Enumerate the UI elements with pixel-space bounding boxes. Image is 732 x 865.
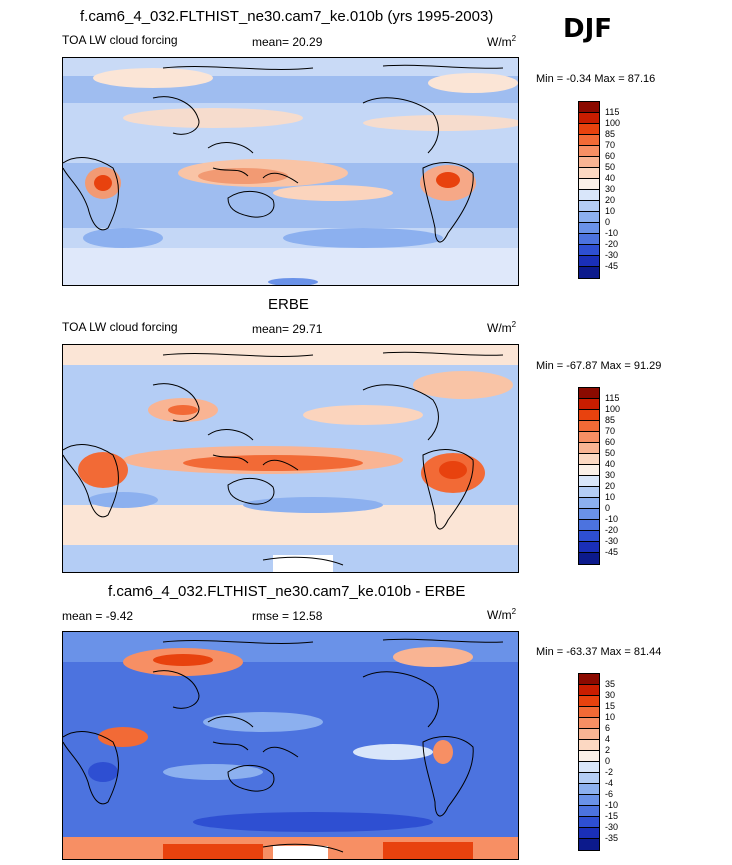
colorbar-tick: 10 xyxy=(605,206,616,216)
panel3-minmax: Min = -63.37 Max = 81.44 xyxy=(536,646,662,658)
colorbar-tick: 0 xyxy=(605,503,611,513)
colorbar-tick: 20 xyxy=(605,195,616,205)
colorbar-tick: 40 xyxy=(605,459,616,469)
panel2-colorbar xyxy=(578,387,600,565)
panel1-units: W/m2 xyxy=(487,34,517,49)
panel3-rmse-label: rmse = 12.58 xyxy=(252,609,323,623)
colorbar-tick: 10 xyxy=(605,492,616,502)
panel3-title: f.cam6_4_032.FLTHIST_ne30.cam7_ke.010b -… xyxy=(108,583,466,600)
colorbar-tick: -20 xyxy=(605,239,619,249)
panel1-colorbar xyxy=(578,101,600,279)
panel2-title: ERBE xyxy=(268,296,309,313)
colorbar-tick: 40 xyxy=(605,173,616,183)
panel1-map xyxy=(62,57,519,286)
colorbar-tick: 4 xyxy=(605,734,611,744)
panel1-mean-label: mean= 20.29 xyxy=(252,35,323,49)
colorbar-tick: -2 xyxy=(605,767,614,777)
colorbar-tick: -10 xyxy=(605,800,619,810)
colorbar-tick: -6 xyxy=(605,789,614,799)
colorbar-tick: 70 xyxy=(605,426,616,436)
colorbar-tick: 100 xyxy=(605,118,621,128)
panel3-colorbar xyxy=(578,673,600,851)
colorbar-tick: -10 xyxy=(605,228,619,238)
panel1-minmax: Min = -0.34 Max = 87.16 xyxy=(536,73,656,85)
colorbar-tick: 15 xyxy=(605,701,616,711)
panel2-map xyxy=(62,344,519,573)
colorbar-tick: 60 xyxy=(605,437,616,447)
colorbar-tick: 30 xyxy=(605,470,616,480)
colorbar-tick: 10 xyxy=(605,712,616,722)
colorbar-tick: 85 xyxy=(605,129,616,139)
panel2-minmax: Min = -67.87 Max = 91.29 xyxy=(536,360,662,372)
colorbar-tick: 60 xyxy=(605,151,616,161)
panel2-colorbar-labels: 115 100 85 70 60 50 40 30 20 10 0 -10 -20 -30 -… xyxy=(605,393,620,558)
colorbar-tick: 0 xyxy=(605,217,611,227)
colorbar-tick: 85 xyxy=(605,415,616,425)
colorbar-tick: -4 xyxy=(605,778,614,788)
colorbar-tick: 70 xyxy=(605,140,616,150)
colorbar-tick: 50 xyxy=(605,448,616,458)
colorbar-tick: 100 xyxy=(605,404,621,414)
colorbar-tick: 0 xyxy=(605,756,611,766)
panel1-variable-label: TOA LW cloud forcing xyxy=(62,33,178,47)
colorbar-tick: 115 xyxy=(605,393,620,403)
colorbar-tick: -30 xyxy=(605,822,619,832)
panel1-title: f.cam6_4_032.FLTHIST_ne30.cam7_ke.010b (… xyxy=(80,8,494,25)
panel2-units: W/m2 xyxy=(487,320,517,335)
colorbar-tick: 30 xyxy=(605,690,616,700)
colorbar-tick: 35 xyxy=(605,679,616,689)
colorbar-tick: 30 xyxy=(605,184,616,194)
colorbar-tick: -45 xyxy=(605,261,619,271)
panel1-colorbar-labels: 115 100 85 70 60 50 40 30 20 10 0 -10 -20 -30 -… xyxy=(605,107,620,272)
panel3-units: W/m2 xyxy=(487,607,517,622)
panel2-variable-label: TOA LW cloud forcing xyxy=(62,320,178,334)
colorbar-tick: 50 xyxy=(605,162,616,172)
colorbar-tick: -30 xyxy=(605,250,619,260)
colorbar-tick: -35 xyxy=(605,833,619,843)
colorbar-tick: 2 xyxy=(605,745,611,755)
colorbar-tick: 6 xyxy=(605,723,611,733)
panel3-mean-label: mean = -9.42 xyxy=(62,609,134,623)
colorbar-tick: 20 xyxy=(605,481,616,491)
colorbar-tick: 115 xyxy=(605,107,620,117)
colorbar-tick: -10 xyxy=(605,514,619,524)
colorbar-tick: -20 xyxy=(605,525,619,535)
colorbar-tick: -15 xyxy=(605,811,619,821)
panel3-map xyxy=(62,631,519,860)
panel2-mean-label: mean= 29.71 xyxy=(252,322,323,336)
season-label: DJF xyxy=(563,14,613,44)
colorbar-tick: -30 xyxy=(605,536,619,546)
colorbar-tick: -45 xyxy=(605,547,619,557)
